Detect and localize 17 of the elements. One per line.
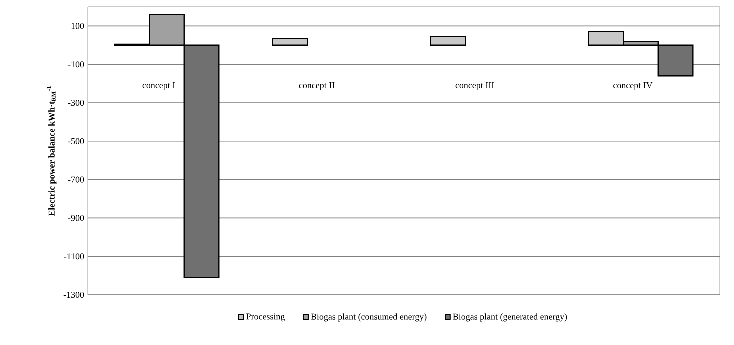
x-tick-label: concept I: [142, 82, 176, 90]
y-tick-label: -1100: [64, 254, 84, 260]
legend-label: Biogas plant (consumed energy): [311, 314, 427, 322]
bar: [272, 38, 308, 46]
y-tick-label: -500: [68, 138, 84, 144]
y-tick-label: -900: [68, 215, 84, 222]
y-tick-label: -300: [68, 100, 84, 106]
y-tick-label: -700: [68, 176, 84, 183]
y-tick-label: -1300: [64, 292, 84, 298]
legend-label: Processing: [246, 314, 285, 322]
x-tick-label: concept II: [299, 82, 335, 90]
bar: [430, 36, 466, 46]
y-tick-label: -100: [68, 62, 84, 68]
x-tick-label: concept IV: [614, 82, 653, 90]
x-tick-label: concept III: [456, 82, 494, 90]
legend-label: Biogas plant (generated energy): [453, 314, 568, 322]
y-tick-label: 100: [72, 23, 84, 30]
